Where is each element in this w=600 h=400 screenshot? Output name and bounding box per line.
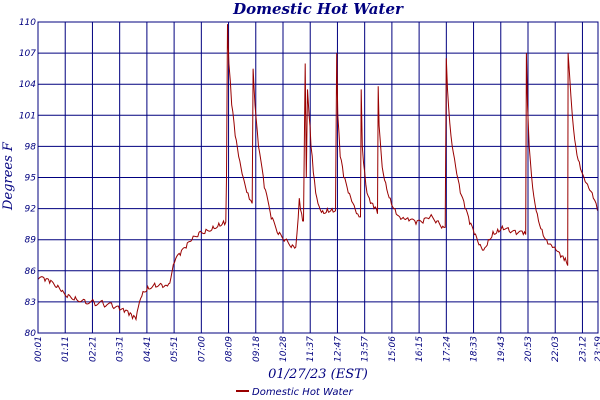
x-ticks: 00:01 01:11 02:21 03:31 04:41 05:51 07:00 08:09… bbox=[34, 336, 600, 362]
x-tick-label: 04:41 bbox=[143, 336, 153, 362]
y-tick-label: 89 bbox=[25, 236, 37, 246]
y-tick-label: 98 bbox=[25, 142, 37, 152]
y-ticks: 80 83 86 89 92 95 98 101 104 107 110 bbox=[19, 18, 36, 339]
y-tick-label: 107 bbox=[19, 49, 36, 59]
x-tick-label: 23:59 bbox=[594, 336, 600, 362]
x-tick-label: 05:51 bbox=[170, 336, 180, 362]
x-tick-label: 11:37 bbox=[306, 336, 316, 362]
x-tick-label: 15:06 bbox=[388, 336, 398, 362]
legend-label: Domestic Hot Water bbox=[252, 387, 354, 398]
x-tick-label: 12:47 bbox=[333, 336, 343, 362]
x-tick-label: 19:43 bbox=[497, 336, 507, 362]
y-tick-label: 80 bbox=[25, 329, 37, 339]
x-tick-label: 23:12 bbox=[578, 336, 588, 362]
y-tick-label: 110 bbox=[19, 18, 36, 28]
x-tick-label: 18:33 bbox=[470, 336, 480, 362]
y-tick-label: 92 bbox=[25, 205, 37, 215]
legend: Domestic Hot Water bbox=[236, 387, 354, 398]
plot-border bbox=[37, 21, 599, 334]
x-tick-label: 20:53 bbox=[524, 336, 534, 362]
y-tick-label: 86 bbox=[25, 267, 37, 277]
x-tick-label: 22:03 bbox=[551, 336, 561, 362]
y-tick-label: 104 bbox=[19, 80, 36, 90]
x-tick-label: 00:01 bbox=[34, 336, 44, 362]
y-tick-label: 83 bbox=[25, 298, 37, 308]
y-axis-label: Degrees F bbox=[1, 141, 16, 211]
x-tick-label: 08:09 bbox=[225, 336, 235, 362]
x-tick-label: 10:28 bbox=[279, 336, 289, 362]
x-tick-label: 01:11 bbox=[61, 336, 71, 362]
chart-title: Domestic Hot Water bbox=[232, 0, 404, 18]
x-tick-label: 17:24 bbox=[442, 336, 452, 362]
x-axis-label: 01/27/23 (EST) bbox=[268, 367, 368, 382]
x-tick-label: 13:57 bbox=[361, 336, 371, 362]
series-line-domestic-hot-water bbox=[37, 24, 598, 322]
y-tick-label: 95 bbox=[25, 174, 37, 184]
x-tick-label: 09:18 bbox=[252, 336, 262, 362]
x-tick-label: 03:31 bbox=[116, 336, 126, 362]
x-tick-label: 02:21 bbox=[88, 336, 98, 362]
x-tick-label: 07:00 bbox=[197, 336, 207, 362]
x-tick-label: 16:15 bbox=[415, 336, 425, 362]
y-tick-label: 101 bbox=[19, 111, 36, 121]
